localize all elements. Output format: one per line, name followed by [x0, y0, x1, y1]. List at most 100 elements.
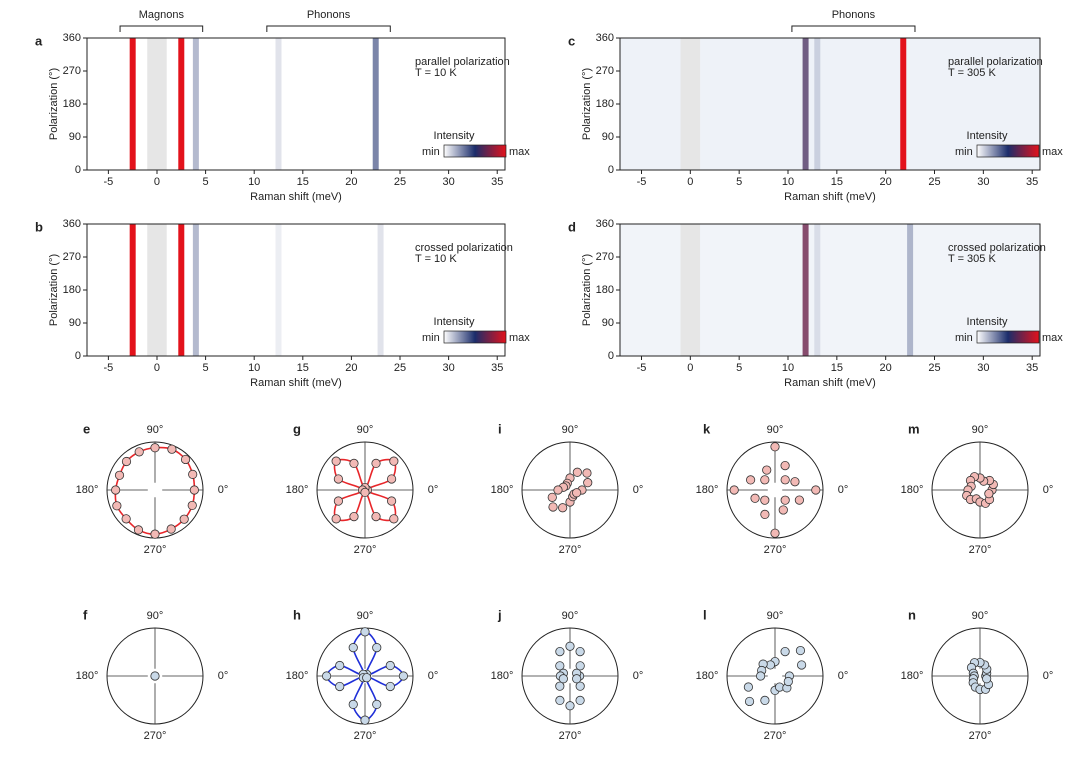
data-point — [349, 458, 359, 468]
data-point — [760, 475, 770, 485]
y-tick-label: 180 — [596, 284, 614, 296]
y-tick-label: 270 — [63, 65, 81, 77]
panel-label: f — [83, 607, 88, 622]
data-point — [150, 443, 160, 453]
y-tick-label: 90 — [69, 317, 81, 329]
bracket — [791, 25, 916, 32]
y-tick-label: 0 — [75, 350, 81, 362]
bracket-label: Phonons — [307, 9, 351, 21]
x-tick-label: -5 — [103, 362, 113, 374]
data-point — [360, 627, 370, 637]
angle-label: 180° — [491, 670, 514, 682]
y-tick-label: 360 — [596, 218, 614, 230]
panel-label: g — [293, 421, 301, 436]
peak-band — [178, 224, 185, 356]
data-point — [572, 467, 582, 477]
data-point — [180, 454, 191, 465]
annotation: crossed polarization — [415, 242, 513, 254]
panel-label: c — [568, 33, 575, 48]
data-point — [811, 485, 821, 495]
data-point — [121, 456, 132, 467]
colorbar-max: max — [509, 146, 530, 158]
y-tick-label: 0 — [75, 164, 81, 176]
data-point — [575, 647, 585, 657]
data-point — [179, 514, 189, 524]
angle-label: 180° — [76, 670, 99, 682]
annotation: parallel polarization — [415, 56, 510, 68]
x-tick-label: 25 — [928, 176, 940, 188]
angle-label: 180° — [491, 484, 514, 496]
data-point — [794, 495, 804, 505]
panel-label: m — [908, 421, 920, 436]
angle-label: 90° — [357, 424, 374, 436]
x-tick-label: 25 — [394, 362, 406, 374]
angle-label: 0° — [218, 670, 229, 682]
angle-label: 0° — [1043, 670, 1054, 682]
data-point — [371, 512, 381, 522]
data-point — [575, 695, 585, 705]
angle-label: 270° — [559, 544, 582, 556]
angle-label: 270° — [354, 544, 377, 556]
data-point — [984, 489, 994, 499]
data-point — [112, 501, 122, 511]
colorbar-min: min — [955, 332, 973, 344]
angle-label: 0° — [633, 670, 644, 682]
x-tick-label: -5 — [103, 176, 113, 188]
angle-label: 0° — [838, 670, 849, 682]
peak-band — [192, 224, 199, 356]
angle-label: 180° — [286, 484, 309, 496]
colorbar-min: min — [422, 332, 440, 344]
data-point — [555, 661, 565, 671]
data-point — [150, 529, 160, 539]
colorbar — [443, 330, 507, 344]
data-point — [188, 469, 198, 479]
peak-band — [802, 38, 809, 170]
x-tick-label: 10 — [248, 176, 260, 188]
angle-label: 0° — [1043, 484, 1054, 496]
data-point — [982, 674, 992, 684]
x-tick-label: 0 — [687, 176, 693, 188]
x-tick-label: 20 — [880, 362, 892, 374]
angle-label: 270° — [144, 544, 167, 556]
y-tick-label: 0 — [608, 164, 614, 176]
data-point — [389, 456, 399, 466]
data-point — [385, 660, 395, 671]
y-axis-label: Polarization (°) — [48, 254, 60, 326]
angle-label: 0° — [428, 484, 439, 496]
data-point — [565, 701, 575, 711]
data-point — [189, 485, 199, 495]
x-axis-label: Raman shift (meV) — [784, 191, 876, 203]
angle-label: 90° — [562, 610, 579, 622]
angle-label: 270° — [764, 544, 787, 556]
data-point — [780, 647, 790, 657]
data-point — [743, 682, 753, 692]
x-tick-label: 35 — [491, 176, 503, 188]
data-point — [167, 444, 177, 454]
data-point — [387, 474, 397, 484]
data-point — [583, 478, 593, 488]
x-tick-label: 0 — [154, 362, 160, 374]
annotation: T = 10 K — [415, 67, 457, 79]
colorbar — [976, 330, 1040, 344]
colorbar-max: max — [1042, 332, 1063, 344]
data-point — [133, 525, 144, 535]
data-point — [770, 442, 780, 452]
y-tick-label: 180 — [63, 284, 81, 296]
x-tick-label: 15 — [831, 362, 843, 374]
data-point — [780, 495, 790, 505]
colorbar-title: Intensity — [434, 316, 475, 328]
x-axis-label: Raman shift (meV) — [250, 191, 342, 203]
data-point — [398, 671, 408, 681]
y-tick-label: 180 — [63, 98, 81, 110]
data-point — [555, 647, 565, 657]
panel-label: n — [908, 607, 916, 622]
masked-region — [147, 224, 167, 356]
y-axis-label: Polarization (°) — [581, 68, 593, 140]
angle-label: 0° — [633, 484, 644, 496]
data-point — [750, 493, 760, 503]
data-point — [362, 673, 372, 683]
peak-band — [129, 38, 136, 170]
angle-label: 90° — [357, 610, 374, 622]
colorbar-title: Intensity — [967, 130, 1008, 142]
